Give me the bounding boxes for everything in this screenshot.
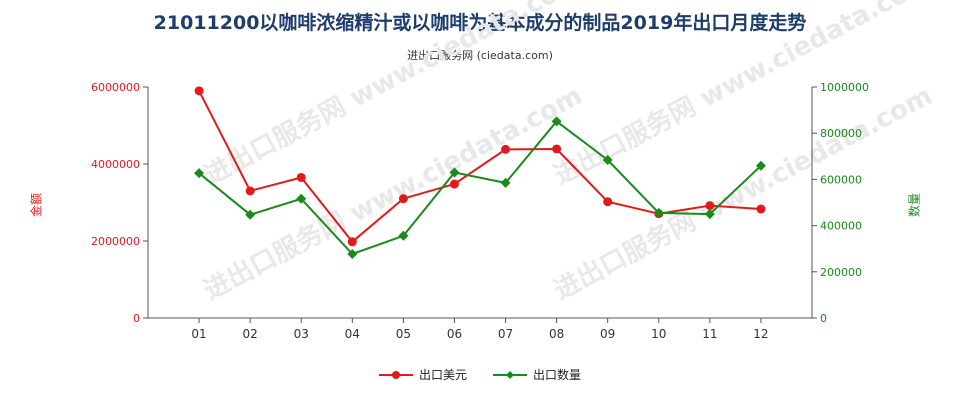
data-point-qty bbox=[449, 167, 460, 178]
legend-label-usd: 出口美元 bbox=[418, 368, 467, 382]
chart-subtitle: 进出口服务网 (ciedata.com) bbox=[407, 49, 553, 62]
legend-label-qty: 出口数量 bbox=[533, 368, 582, 382]
data-point-qty bbox=[500, 177, 511, 188]
legend-swatch-usd-icon bbox=[378, 370, 413, 379]
data-point-usd bbox=[194, 86, 204, 96]
data-point-qty bbox=[602, 154, 613, 165]
data-point-qty bbox=[245, 209, 256, 220]
data-point-usd bbox=[603, 197, 613, 207]
x-tick-label: 07 bbox=[498, 327, 513, 341]
data-point-qty bbox=[704, 209, 715, 220]
series-line-qty bbox=[198, 120, 762, 256]
data-point-qty bbox=[755, 160, 766, 171]
watermark-text: 进出口服务网 www.ciedata.com bbox=[199, 0, 587, 191]
y-axis-left-title: 金额 bbox=[29, 192, 44, 218]
x-tick-label: 10 bbox=[651, 327, 666, 341]
x-tick-label: 04 bbox=[345, 327, 360, 341]
y-axis-right-title: 数量 bbox=[907, 192, 922, 218]
x-tick-label: 01 bbox=[191, 327, 206, 341]
y-right-tick-label: 800000 bbox=[820, 127, 862, 140]
watermark-text: 进出口服务网 www.ciedata.com bbox=[199, 81, 587, 306]
y-right-tick-label: 1000000 bbox=[820, 81, 869, 94]
data-point-usd bbox=[296, 172, 306, 182]
legend-swatch-qty-icon bbox=[493, 370, 527, 379]
data-point-qty bbox=[296, 193, 307, 204]
y-right-tick-label: 200000 bbox=[820, 266, 862, 279]
x-tick-label: 11 bbox=[702, 327, 717, 341]
data-point-usd bbox=[347, 237, 357, 247]
data-point-qty bbox=[347, 249, 358, 260]
y-left-tick-label: 2000000 bbox=[91, 235, 140, 248]
data-point-usd bbox=[756, 204, 766, 214]
chart-title: 21011200以咖啡浓缩精汁或以咖啡为基本成分的制品2019年出口月度走势 bbox=[153, 12, 807, 34]
legend: 出口美元 出口数量 bbox=[0, 366, 960, 383]
data-point-usd bbox=[705, 201, 715, 211]
y-right-tick-label: 600000 bbox=[820, 173, 862, 186]
x-tick-label: 12 bbox=[753, 327, 768, 341]
series-layer bbox=[194, 86, 766, 260]
y-left-tick-label: 0 bbox=[133, 312, 140, 325]
data-point-usd bbox=[245, 186, 255, 196]
data-point-qty bbox=[551, 116, 562, 127]
data-point-usd bbox=[449, 179, 459, 189]
watermark-text: 进出口服务网 www.ciedata.com bbox=[549, 81, 937, 306]
y-right-tick-label: 0 bbox=[820, 312, 827, 325]
y-left-tick-label: 4000000 bbox=[91, 158, 140, 171]
x-tick-label: 09 bbox=[600, 327, 615, 341]
data-point-qty bbox=[398, 230, 409, 241]
legend-item-usd[interactable]: 出口美元 bbox=[378, 366, 467, 383]
x-tick-label: 06 bbox=[447, 327, 462, 341]
y-right-tick-label: 400000 bbox=[820, 220, 862, 233]
axes-layer: 0 2000000 4000000 6000000 0 200000 400000 60000… bbox=[91, 81, 869, 341]
x-tick-label: 08 bbox=[549, 327, 564, 341]
data-point-usd bbox=[501, 144, 511, 154]
legend-item-qty[interactable]: 出口数量 bbox=[493, 366, 581, 383]
x-tick-label: 03 bbox=[294, 327, 309, 341]
data-point-qty bbox=[653, 207, 664, 218]
data-point-usd bbox=[552, 144, 562, 154]
x-tick-label: 02 bbox=[243, 327, 258, 341]
x-tick-label: 05 bbox=[396, 327, 411, 341]
y-left-tick-label: 6000000 bbox=[91, 81, 140, 94]
data-point-qty bbox=[194, 168, 205, 179]
data-point-usd bbox=[398, 194, 408, 204]
